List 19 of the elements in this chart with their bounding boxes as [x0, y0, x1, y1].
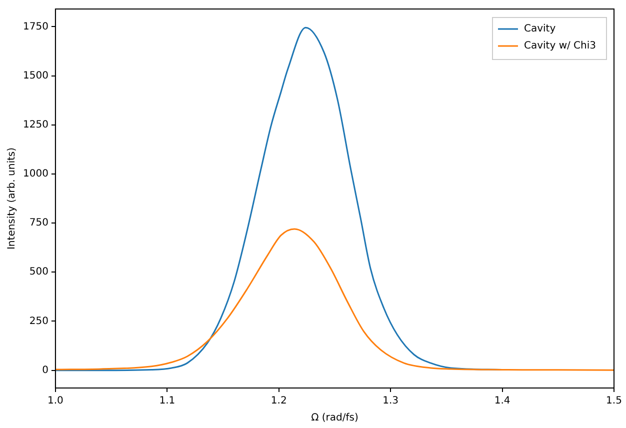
y-tick-label: 1000	[22, 168, 48, 180]
y-axis-title: Intensity (arb. units)	[6, 147, 18, 250]
y-tick-label: 1750	[22, 21, 48, 32]
y-tick-label: 1250	[22, 119, 48, 130]
x-tick-label: 1.1	[159, 396, 176, 407]
x-tick-label: 1.2	[270, 396, 287, 407]
y-tick-label: 1500	[22, 70, 48, 82]
x-tick-label: 1.3	[382, 396, 399, 407]
x-tick-label: 1.4	[494, 396, 510, 407]
y-tick-label: 0	[42, 364, 48, 376]
legend-label: Cavity	[524, 24, 556, 35]
x-tick-label: 1.5	[606, 396, 622, 407]
line-series	[55, 228, 614, 371]
y-tick-label: 250	[29, 316, 48, 327]
x-tick-label: 1.0	[47, 396, 64, 407]
y-tick-label: 500	[29, 266, 48, 278]
y-tick-label: 750	[29, 218, 48, 229]
legend-label: Cavity w/ Chi3	[524, 40, 596, 52]
x-axis-title: Ω (rad/fs)	[311, 412, 358, 424]
